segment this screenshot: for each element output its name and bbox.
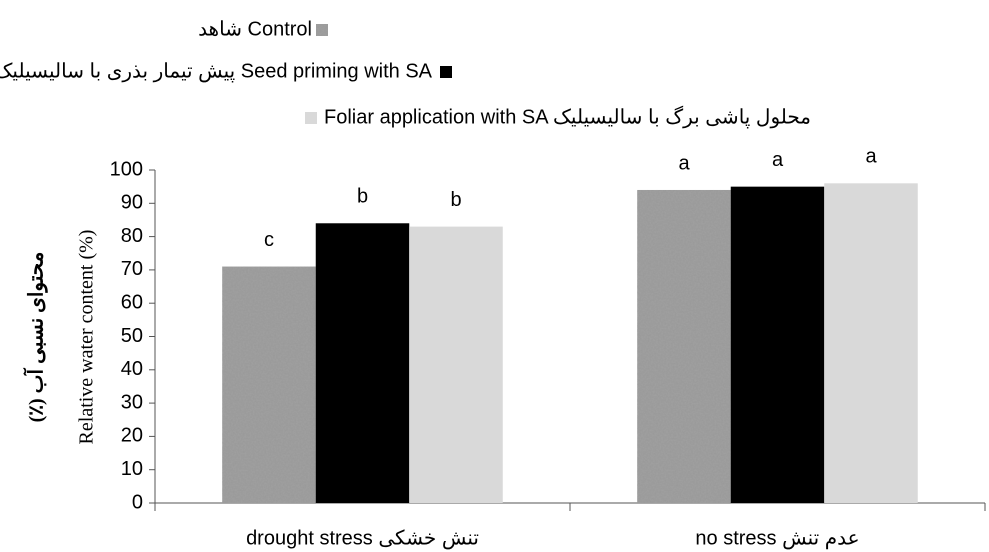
bar [222, 266, 316, 503]
y-tick-label: 50 [121, 325, 143, 347]
significance-letter: b [450, 189, 461, 211]
y-tick-label: 70 [121, 258, 143, 280]
significance-letter: a [865, 146, 877, 168]
y-tick-label: 90 [121, 192, 143, 214]
x-tick-label: no stress عدم تنش [695, 527, 859, 549]
y-axis-label-fa: محتوای نسبی آب (٪) [23, 252, 49, 423]
bar [409, 226, 503, 504]
y-tick-label: 20 [121, 425, 143, 447]
legend-swatch [305, 112, 317, 124]
x-tick-label: drought stress تنش خشکی [246, 527, 479, 549]
significance-letter: c [264, 229, 274, 251]
legend-swatch [440, 66, 452, 78]
bar [315, 223, 410, 503]
legend-swatch [316, 24, 328, 36]
significance-letter: b [357, 186, 368, 208]
legend-label: Foliar application with SA محلول پاشی بر… [324, 105, 811, 128]
y-tick-label: 80 [121, 225, 143, 247]
y-tick-label: 10 [121, 458, 143, 480]
y-tick-label: 60 [121, 291, 143, 313]
legend-label: پیش تیمار بذری با سالیسیلیک Seed priming… [0, 60, 433, 82]
legend-label: شاهد Control [198, 18, 312, 40]
y-tick-label: 0 [132, 491, 143, 513]
y-tick-label: 40 [121, 358, 143, 380]
significance-letter: a [772, 149, 784, 171]
significance-letter: a [678, 152, 690, 174]
bar [730, 186, 825, 503]
y-tick-label: 100 [110, 158, 143, 180]
bar [637, 189, 731, 504]
y-tick-label: 30 [121, 391, 143, 413]
y-axis-label: Relative water content (%) [76, 230, 98, 445]
bar [824, 183, 918, 503]
